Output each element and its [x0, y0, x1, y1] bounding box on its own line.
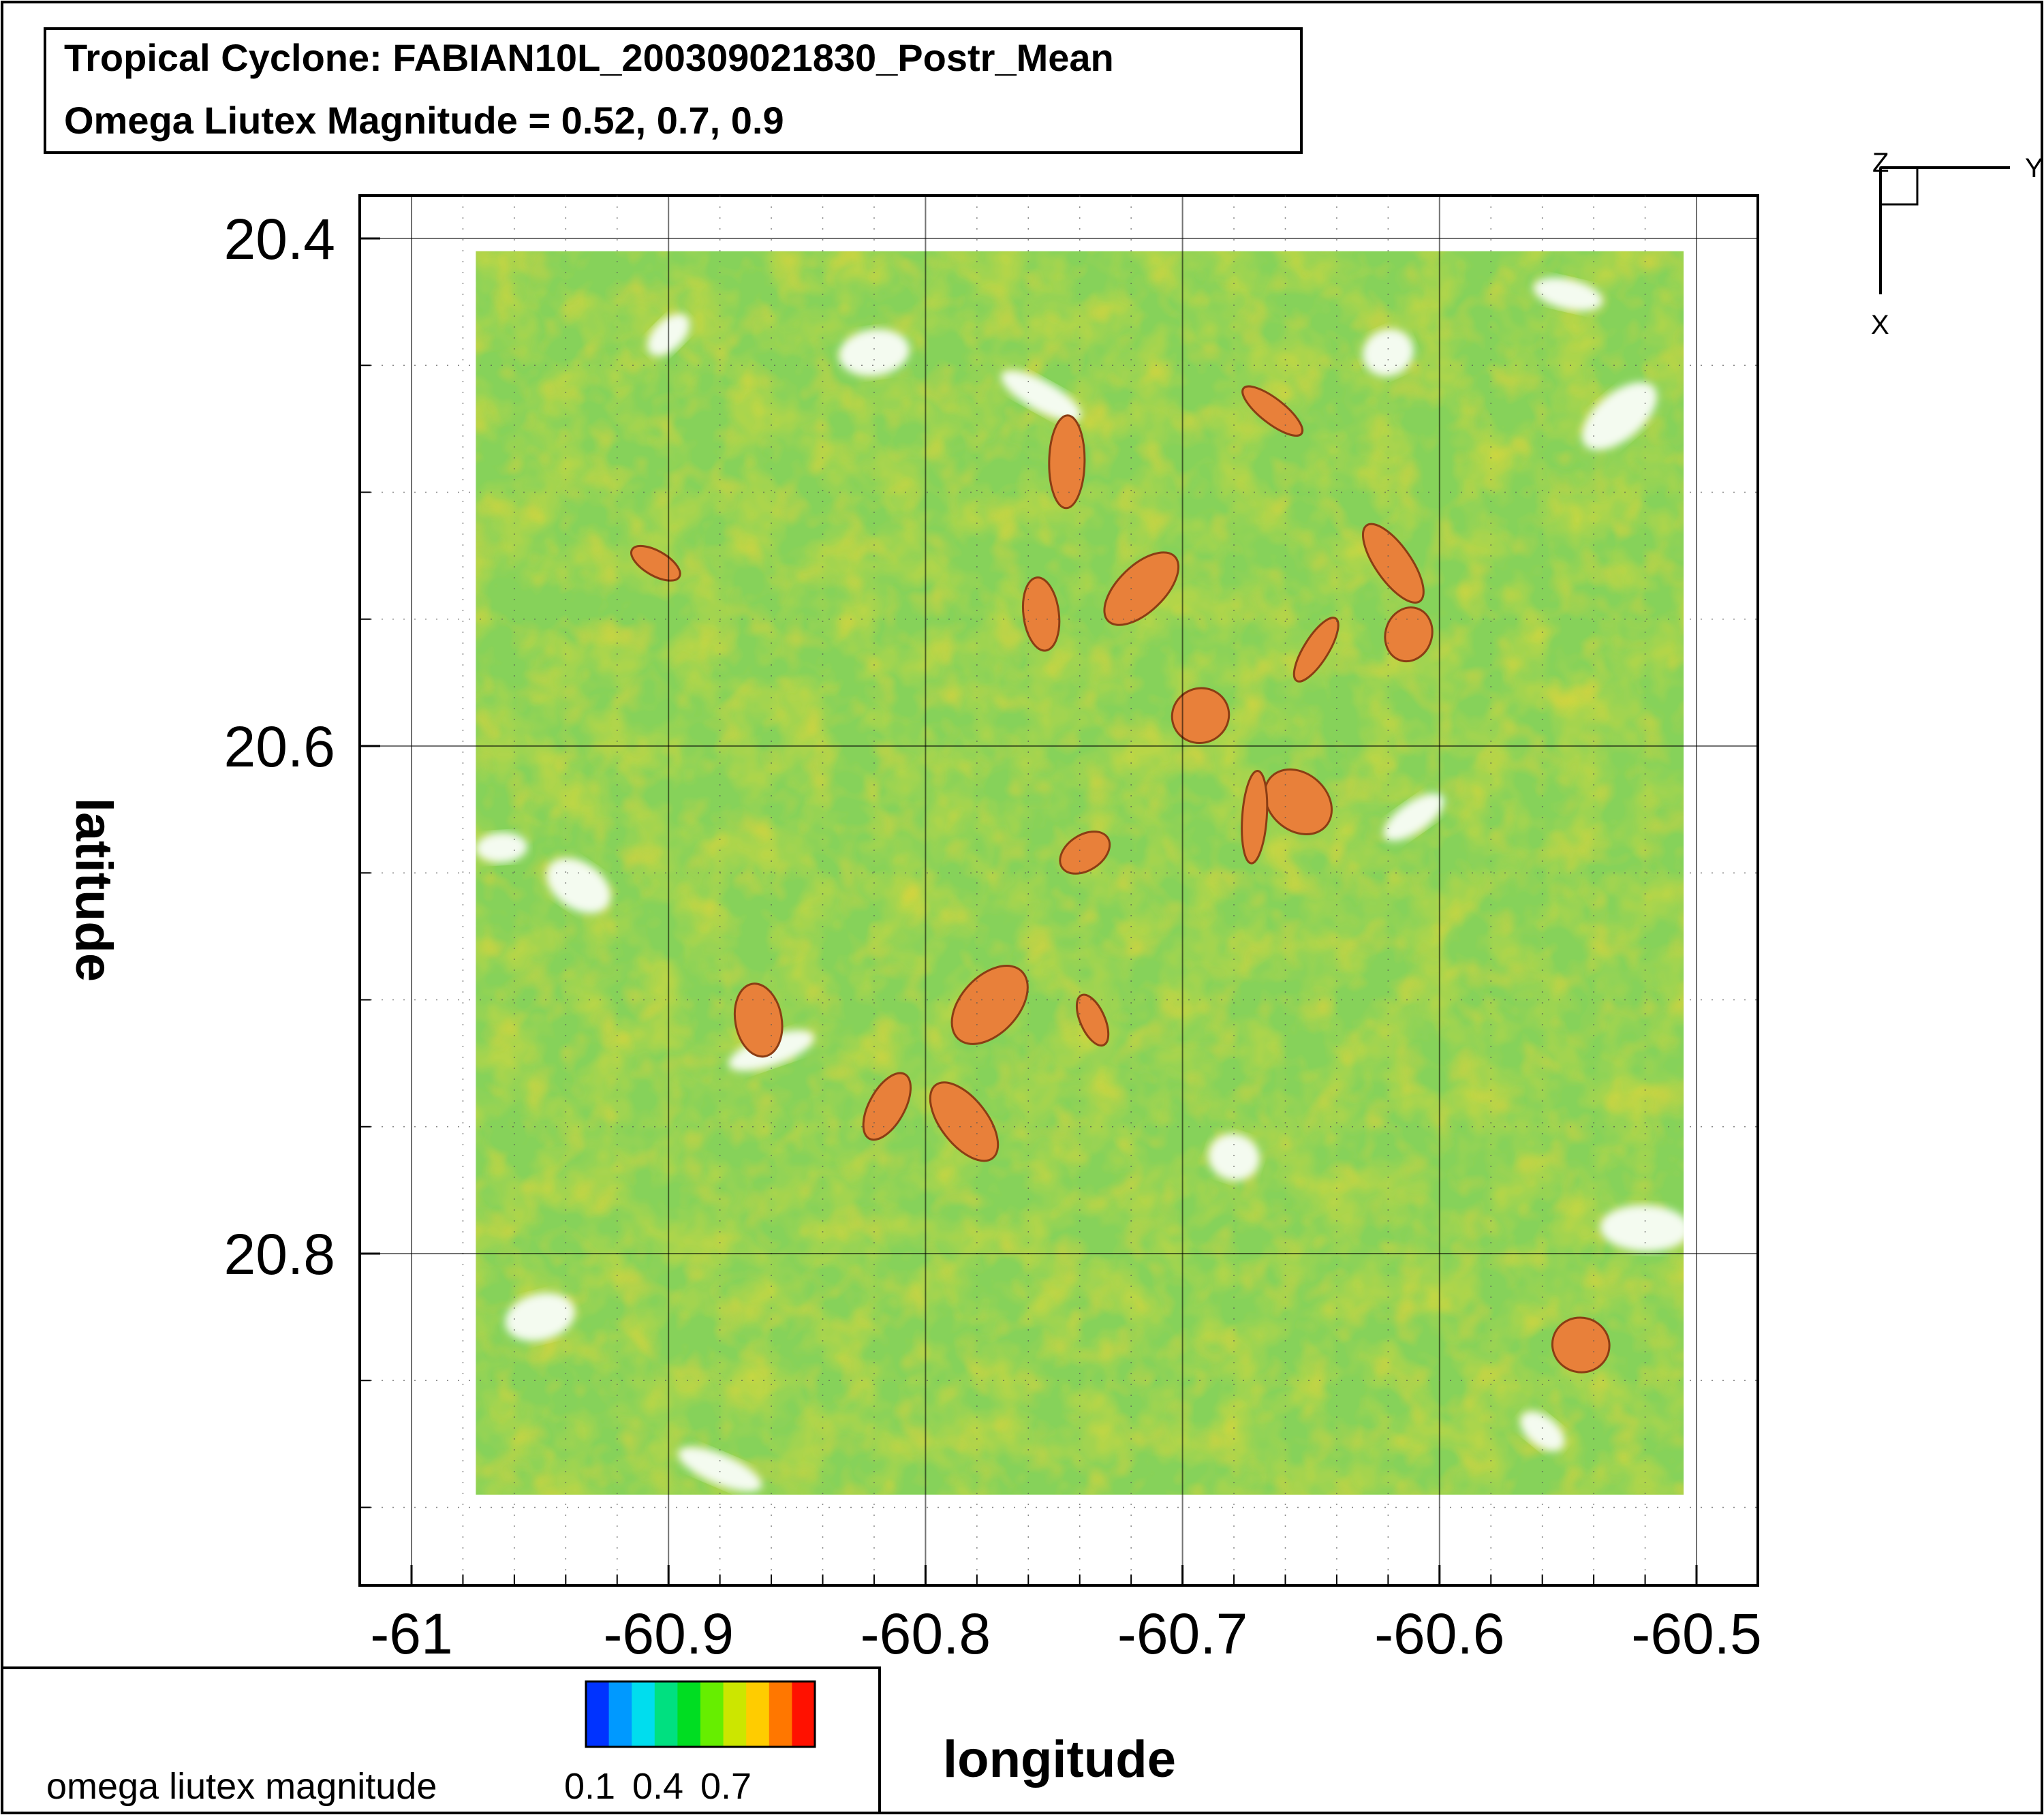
high-magnitude-cell — [1103, 551, 1180, 626]
triad-x-label: X — [1871, 310, 1889, 340]
high-magnitude-cell — [1361, 523, 1425, 604]
grid — [360, 196, 1758, 1585]
x-tick-label: -60.7 — [1117, 1602, 1248, 1666]
title-box: Tropical Cyclone: FABIAN10L_200309021830… — [44, 27, 1303, 154]
high-magnitude-cell — [1241, 769, 1269, 865]
x-tick-label: -60.8 — [861, 1602, 991, 1666]
high-magnitude-cell — [1551, 1316, 1611, 1374]
axis-ticks: -61 -60.9 -60.8 -60.7 -60.6 -60.5 20.4 20.6 20.8 — [224, 207, 1762, 1666]
high-magnitude-cell — [1059, 831, 1111, 875]
legend-swatch — [608, 1681, 632, 1747]
clear-gap — [1362, 328, 1414, 377]
legend-swatch — [700, 1681, 724, 1747]
axes-triad: Z Y X — [1871, 148, 2043, 340]
clear-gap — [839, 329, 910, 377]
legend-bar-border — [585, 1680, 816, 1748]
legend-tick-label: 0.7 — [700, 1766, 752, 1807]
clear-gap — [1383, 793, 1444, 841]
legend-swatch — [632, 1681, 655, 1747]
clear-gap — [1533, 277, 1603, 311]
clear-gap — [1001, 370, 1081, 422]
x-axis-title: longitude — [943, 1731, 1176, 1788]
legend-swatch — [677, 1681, 701, 1747]
legend-swatch — [792, 1681, 816, 1747]
high-magnitude-cell — [862, 1072, 912, 1141]
high-magnitude-cell — [1048, 414, 1086, 510]
triad-y-label: Y — [2025, 153, 2043, 183]
colorbar-legend: omega liutex magnitude 0.1 0.4 0.7 — [1, 1666, 881, 1814]
legend-tick-label: 0.1 — [564, 1766, 615, 1807]
legend-swatch — [769, 1681, 792, 1747]
clear-gap — [1520, 1411, 1565, 1452]
triad-z-label: Z — [1872, 148, 1889, 178]
clear-gap — [546, 858, 611, 914]
legend-swatch — [654, 1681, 678, 1747]
high-magnitude-cell — [733, 982, 784, 1058]
clear-gap — [1208, 1134, 1260, 1181]
y-axis-title: latitude — [65, 798, 123, 982]
title-line-2: Omega Liutex Magnitude = 0.52, 0.7, 0.9 — [64, 99, 784, 142]
y-tick-label: 20.8 — [224, 1222, 336, 1286]
high-magnitude-cell — [1022, 576, 1061, 652]
x-tick-label: -60.5 — [1631, 1602, 1761, 1666]
high-magnitude-cell — [1171, 687, 1230, 745]
legend-swatch — [746, 1681, 770, 1747]
clear-gap — [505, 1292, 575, 1341]
clear-gap — [1581, 382, 1657, 450]
y-tick-label: 20.4 — [224, 207, 336, 271]
isosurface-field — [476, 251, 1684, 1495]
y-tick-label: 20.6 — [224, 715, 336, 779]
high-magnitude-cell — [1263, 768, 1333, 835]
clear-gap — [1600, 1205, 1684, 1252]
x-tick-label: -61 — [370, 1602, 452, 1666]
clear-gap — [678, 1446, 762, 1492]
high-magnitude-cell — [950, 965, 1029, 1045]
high-magnitude-cell — [1241, 385, 1304, 437]
legend-swatch — [586, 1681, 610, 1747]
high-magnitude-cell — [929, 1081, 1000, 1162]
legend-title: omega liutex magnitude — [46, 1766, 437, 1807]
high-magnitude-cell — [1075, 993, 1110, 1047]
x-tick-label: -60.9 — [603, 1602, 733, 1666]
legend-tick-label: 0.4 — [632, 1766, 683, 1807]
high-magnitude-cell — [1292, 617, 1340, 683]
x-tick-label: -60.6 — [1374, 1602, 1504, 1666]
legend-swatch — [723, 1681, 747, 1747]
high-magnitude-cell — [1384, 606, 1434, 663]
title-line-1: Tropical Cyclone: FABIAN10L_200309021830… — [64, 36, 1114, 79]
